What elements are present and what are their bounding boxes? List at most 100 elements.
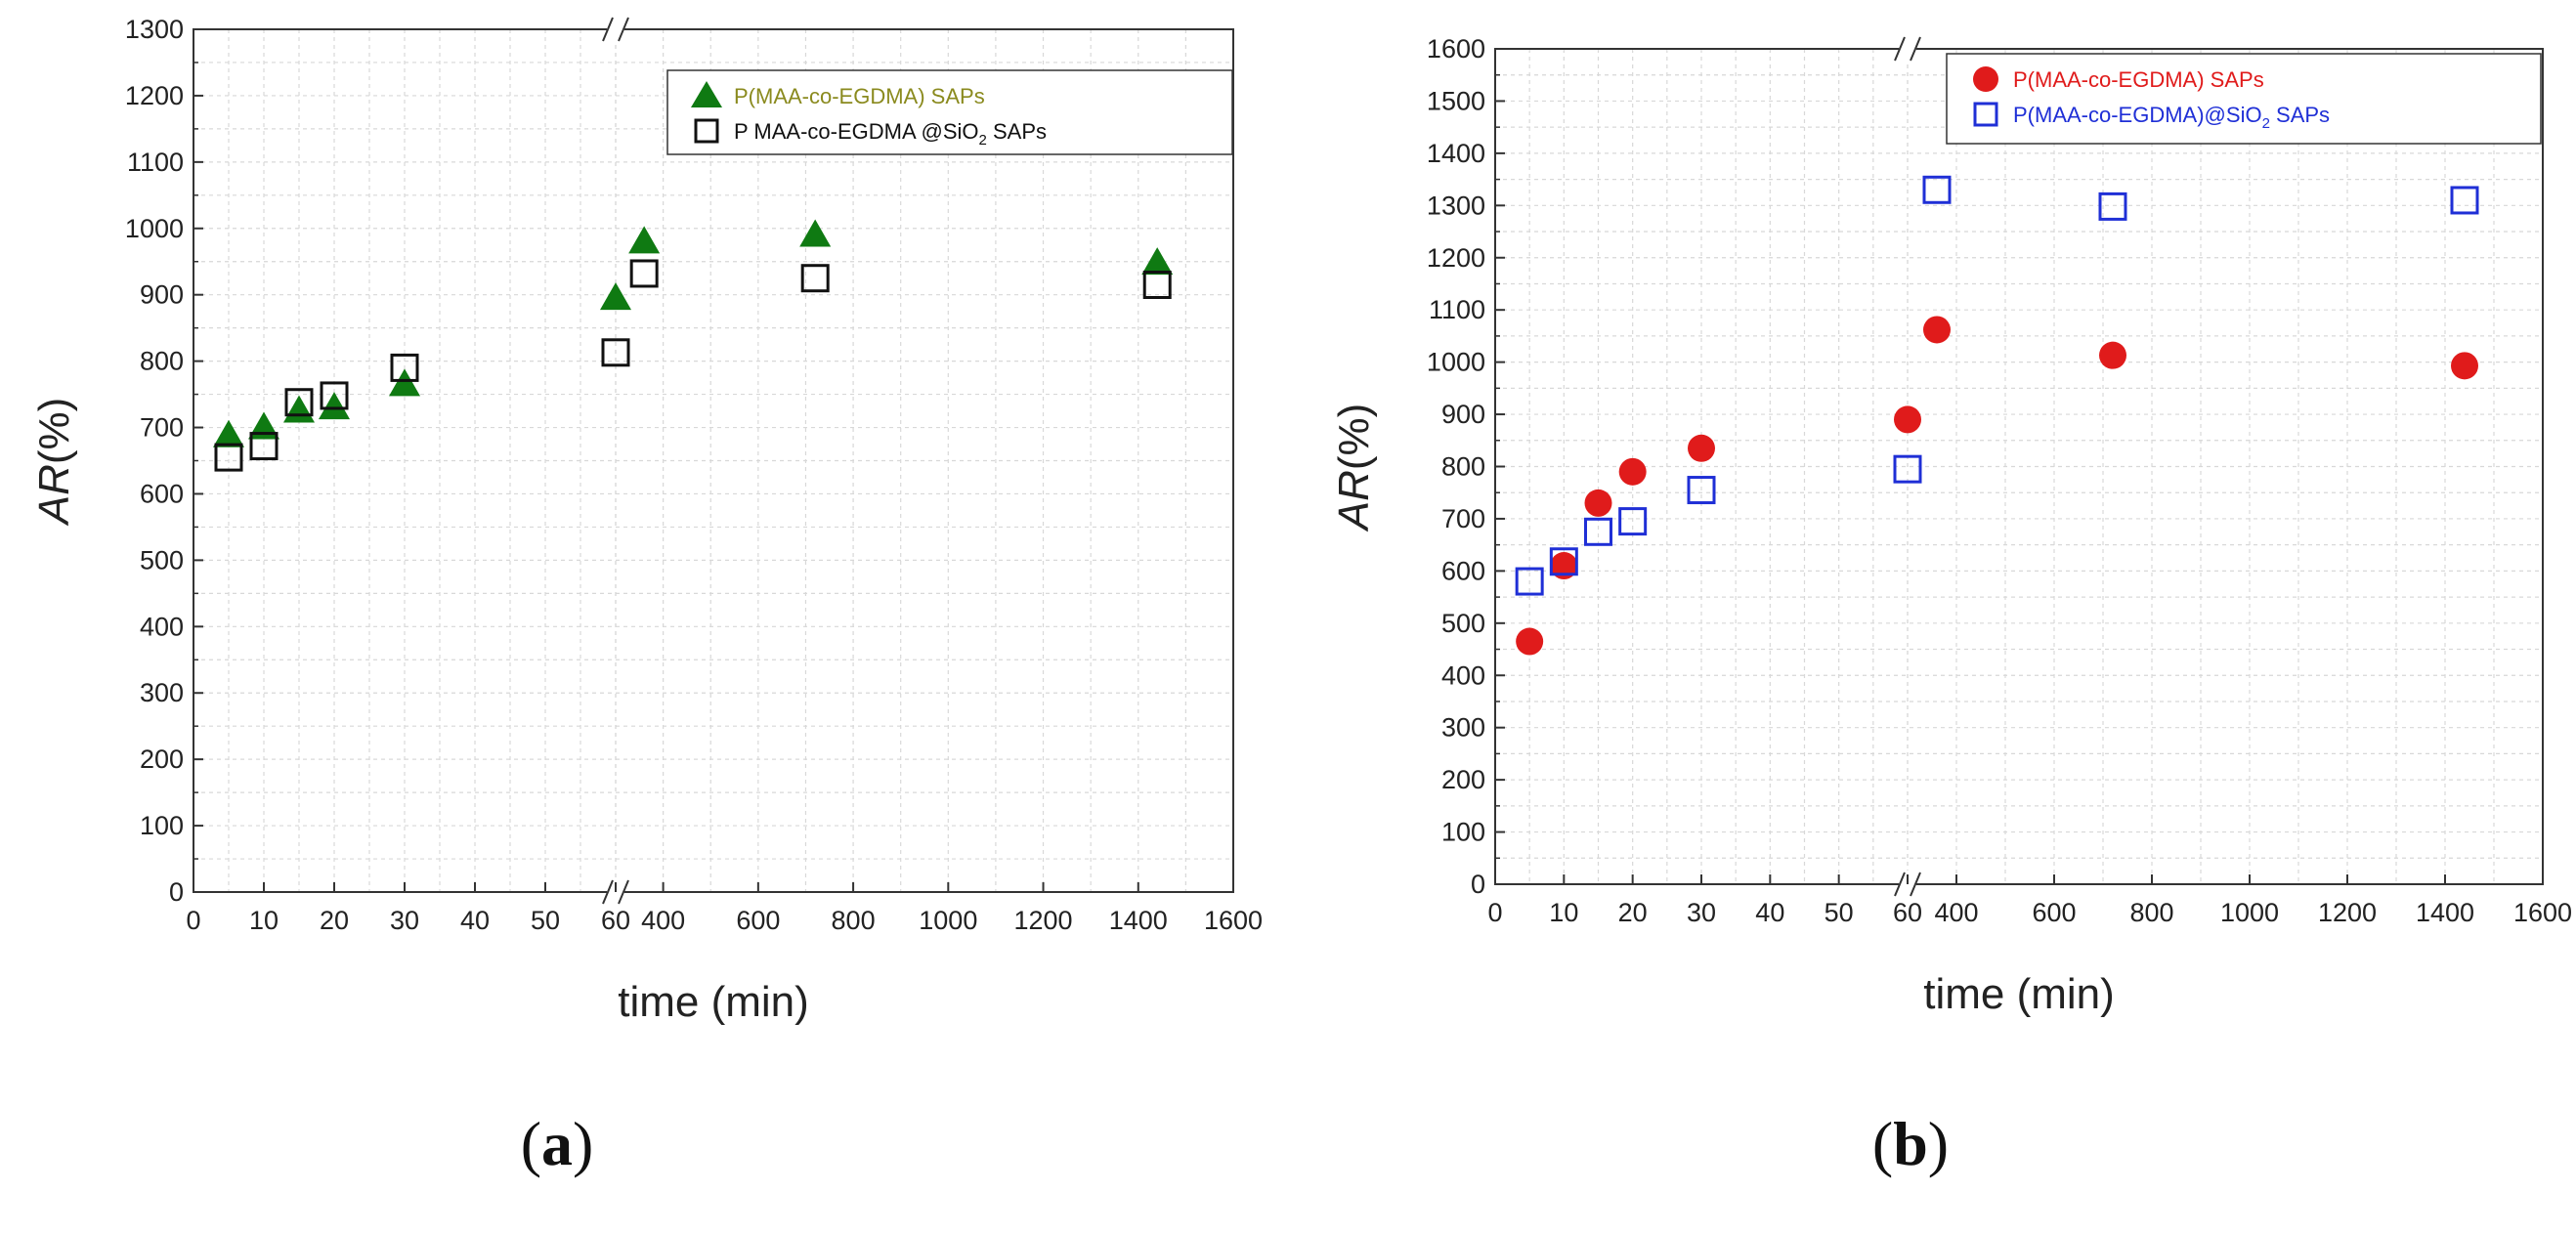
- legend-label-main: P MAA-co-EGDMA @SiO: [734, 119, 979, 144]
- y-tick-label: 900: [1441, 400, 1485, 429]
- axis-break-mark: [618, 17, 629, 42]
- data-point: [601, 338, 630, 367]
- y-axis-label: AR(%): [1330, 404, 1378, 533]
- x-tick-label: 30: [1687, 898, 1716, 927]
- y-tick-label: 1000: [1427, 348, 1485, 377]
- x-axis-label: time (min): [618, 978, 809, 1026]
- y-tick-label: 600: [1441, 556, 1485, 585]
- legend-label: P(MAA-co-EGDMA) SAPs: [734, 84, 985, 108]
- y-tick-label: 1500: [1427, 86, 1485, 115]
- data-point: [213, 419, 244, 447]
- y-tick-label: 900: [140, 280, 184, 310]
- axis-break-mark: [1894, 36, 1906, 62]
- x-tick-label: 600: [2032, 898, 2076, 927]
- data-point: [1142, 271, 1172, 300]
- data-point: [799, 219, 832, 247]
- data-point: [283, 395, 315, 423]
- y-tick-label: 1000: [125, 214, 184, 243]
- axis-break-gap: [1899, 35, 1916, 63]
- x-tick-label: 1200: [1013, 906, 1072, 935]
- legend: P(MAA-co-EGDMA) SAPs P(MAA-co-EGDMA)@SiO2…: [1946, 53, 2542, 145]
- x-tick-label: 10: [1549, 898, 1578, 927]
- y-tick-label: 1300: [125, 15, 184, 44]
- legend-label-main: P(MAA-co-EGDMA)@SiO: [2013, 103, 2262, 127]
- series-2: [214, 259, 1172, 472]
- data-point: [320, 381, 349, 410]
- series-2: [1515, 175, 2479, 596]
- x-tick-label: 40: [460, 906, 490, 935]
- data-point: [319, 392, 350, 420]
- y-tick-label: 500: [140, 545, 184, 574]
- legend-box: [1946, 53, 2542, 145]
- y-axis-label-italic: AR: [30, 464, 78, 527]
- x-axis-label: time (min): [1923, 970, 2115, 1018]
- axis-break-mark: [1910, 872, 1921, 897]
- legend: P(MAA-co-EGDMA) SAPs P MAA-co-EGDMA @SiO2…: [666, 69, 1233, 155]
- data-point: [284, 388, 314, 417]
- data-point: [1141, 247, 1174, 276]
- y-tick-label: 1400: [1427, 139, 1485, 168]
- y-tick-label: 100: [1441, 818, 1485, 847]
- data-point: [1549, 547, 1578, 576]
- x-tick-label: 1000: [2220, 898, 2279, 927]
- legend-label-subscript: 2: [979, 132, 987, 149]
- data-point: [1688, 434, 1715, 462]
- x-tick-label: 600: [736, 906, 780, 935]
- legend-label-main: P(MAA-co-EGDMA) SAPs: [734, 84, 985, 108]
- axis-break-gap: [607, 16, 624, 43]
- y-tick-label: 400: [1441, 660, 1485, 690]
- panel-b: 0100200300400500600700800900100011001200…: [1330, 34, 2572, 1018]
- data-point: [389, 368, 420, 397]
- data-point: [1922, 175, 1952, 204]
- data-point: [2450, 186, 2479, 215]
- caption-b: (b): [1872, 1109, 1949, 1178]
- x-tick-label: 60: [1893, 898, 1922, 927]
- legend-label: P(MAA-co-EGDMA) SAPs: [2013, 67, 2264, 92]
- x-tick-label: 40: [1755, 898, 1784, 927]
- data-point: [1584, 517, 1612, 546]
- legend-label-tail: SAPs: [2270, 103, 2330, 127]
- data-point: [628, 226, 661, 254]
- data-point: [214, 443, 243, 472]
- x-tick-label: 50: [1825, 898, 1854, 927]
- data-point: [1618, 457, 1647, 486]
- y-tick-label: 800: [140, 347, 184, 376]
- x-tick-label: 1400: [2416, 898, 2474, 927]
- data-point: [1687, 476, 1716, 505]
- y-tick-label: 0: [1471, 870, 1485, 899]
- y-tick-label: 600: [140, 479, 184, 508]
- y-tick-label: 1200: [1427, 243, 1485, 273]
- data-point: [629, 259, 659, 288]
- caption-a: (a): [521, 1109, 594, 1178]
- x-tick-label: 1400: [1109, 906, 1168, 935]
- legend-box: [666, 69, 1233, 155]
- y-tick-label: 300: [140, 678, 184, 707]
- data-point: [2099, 341, 2126, 369]
- x-tick-label: 400: [1934, 898, 1978, 927]
- x-tick-label: 1200: [2318, 898, 2377, 927]
- legend-label-tail: SAPs: [987, 119, 1047, 144]
- y-tick-label: 500: [1441, 609, 1485, 638]
- data-point: [1550, 552, 1578, 580]
- y-axis-label: AR(%): [30, 398, 78, 528]
- x-tick-label: 1600: [1204, 906, 1263, 935]
- y-tick-label: 200: [140, 745, 184, 774]
- data-point: [1618, 507, 1648, 536]
- legend-marker: [1973, 66, 1998, 92]
- data-point: [249, 432, 279, 461]
- x-tick-label: 10: [249, 906, 279, 935]
- axis-break-mark: [1894, 872, 1906, 897]
- x-tick-label: 800: [2129, 898, 2173, 927]
- x-tick-label: 30: [390, 906, 419, 935]
- axis-break-mark: [602, 17, 614, 42]
- data-point: [800, 264, 830, 293]
- legend-marker: [1973, 102, 1998, 127]
- x-tick-label: 1000: [919, 906, 977, 935]
- series-1: [1516, 316, 2478, 656]
- y-tick-label: 800: [1441, 452, 1485, 482]
- y-tick-label: 100: [140, 811, 184, 840]
- y-tick-label: 200: [1441, 765, 1485, 794]
- x-tick-label: 60: [601, 906, 630, 935]
- y-tick-label: 1100: [127, 148, 184, 177]
- data-point: [248, 411, 279, 440]
